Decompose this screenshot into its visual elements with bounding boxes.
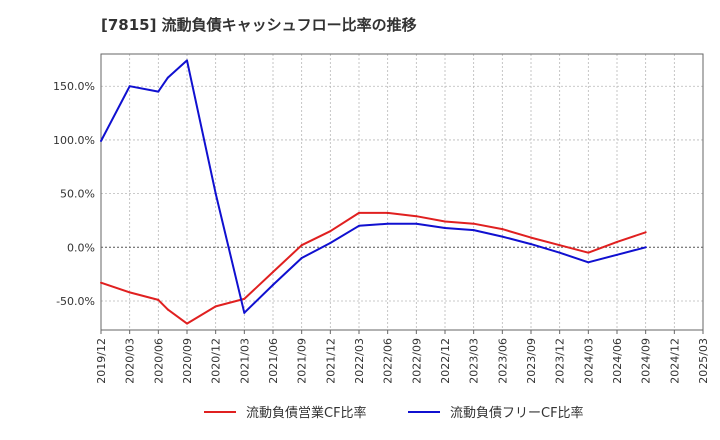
y-tick-label: 150.0% [53, 80, 95, 93]
x-tick-label: 2024/12 [668, 338, 681, 384]
data-point [128, 291, 131, 294]
y-tick-label: 100.0% [53, 134, 95, 147]
x-tick-label: 2024/09 [640, 338, 653, 384]
data-point [329, 230, 332, 233]
plot-area-frame [100, 53, 704, 331]
x-tick-label: 2021/06 [267, 338, 280, 384]
series-layer [100, 59, 647, 325]
data-point [501, 235, 504, 238]
data-point [128, 85, 131, 88]
grid [100, 54, 704, 330]
data-point [358, 211, 360, 214]
data-point [157, 90, 160, 93]
data-point [243, 297, 246, 300]
data-point [100, 281, 102, 284]
series-line-1 [100, 211, 647, 325]
x-tick-label: 2023/03 [468, 338, 481, 384]
data-point [243, 311, 246, 314]
x-tick-label: 2024/03 [582, 338, 595, 384]
x-tick-label: 2025/03 [697, 338, 710, 384]
data-point [214, 305, 217, 308]
x-tick-label: 2020/03 [124, 338, 137, 384]
x-tick-label: 2020/09 [181, 338, 194, 384]
data-point [100, 139, 102, 142]
x-tick-label: 2024/06 [611, 338, 624, 384]
y-tick-label: 0.0% [67, 241, 95, 254]
data-point [558, 244, 561, 247]
data-point [415, 215, 418, 218]
data-point [272, 271, 274, 274]
data-point [530, 243, 532, 246]
y-tick-label: 50.0% [60, 188, 95, 201]
data-point [444, 220, 446, 223]
x-tick-label: 2023/06 [496, 338, 509, 384]
data-point [386, 222, 389, 225]
data-point [300, 257, 303, 260]
data-point [472, 229, 475, 232]
data-point [214, 192, 217, 195]
data-point [472, 222, 475, 225]
data-point [530, 236, 532, 239]
data-point [587, 251, 590, 254]
x-tick-label: 2021/12 [324, 338, 337, 384]
data-point [587, 261, 590, 264]
x-axis: 2019/12 2020/03 2020/06 2020/09 2020/12 2021/… [95, 330, 710, 384]
data-point [444, 226, 446, 229]
data-point [166, 76, 169, 79]
x-tick-label: 2021/03 [238, 338, 251, 384]
legend-label-2: 流動負債フリーCF比率 [450, 405, 584, 421]
data-point [415, 222, 418, 225]
data-point [157, 298, 160, 301]
data-point [616, 240, 618, 243]
chart-title: [7815] 流動負債キャッシュフロー比率の推移 [101, 16, 417, 34]
data-point [329, 242, 332, 245]
x-tick-label: 2023/12 [554, 338, 567, 384]
data-point [644, 231, 647, 234]
data-point [186, 322, 188, 325]
x-tick-label: 2022/03 [353, 338, 366, 384]
x-tick-label: 2022/09 [410, 338, 423, 384]
data-point [644, 246, 647, 249]
data-point [186, 59, 188, 62]
data-point [166, 308, 169, 311]
x-tick-label: 2021/09 [296, 338, 309, 384]
y-tick-label: -50.0% [56, 295, 95, 308]
x-tick-label: 2022/06 [382, 338, 395, 384]
legend-label-1: 流動負債営業CF比率 [246, 405, 367, 421]
y-axis: 150.0% 100.0% 50.0% 0.0% -50.0% [53, 80, 95, 308]
data-point [501, 228, 504, 231]
x-tick-label: 2022/12 [439, 338, 452, 384]
data-point [386, 211, 389, 214]
x-tick-label: 2020/06 [152, 338, 165, 384]
data-point [558, 251, 561, 254]
x-tick-label: 2019/12 [95, 338, 108, 384]
data-point [300, 244, 303, 247]
data-point [358, 224, 360, 227]
series-line-2 [100, 59, 646, 314]
data-point [616, 253, 618, 256]
x-tick-label: 2023/09 [525, 338, 538, 384]
data-point [272, 283, 274, 286]
x-tick-label: 2020/12 [210, 338, 223, 384]
legend: 流動負債営業CF比率 流動負債フリーCF比率 [204, 405, 584, 421]
